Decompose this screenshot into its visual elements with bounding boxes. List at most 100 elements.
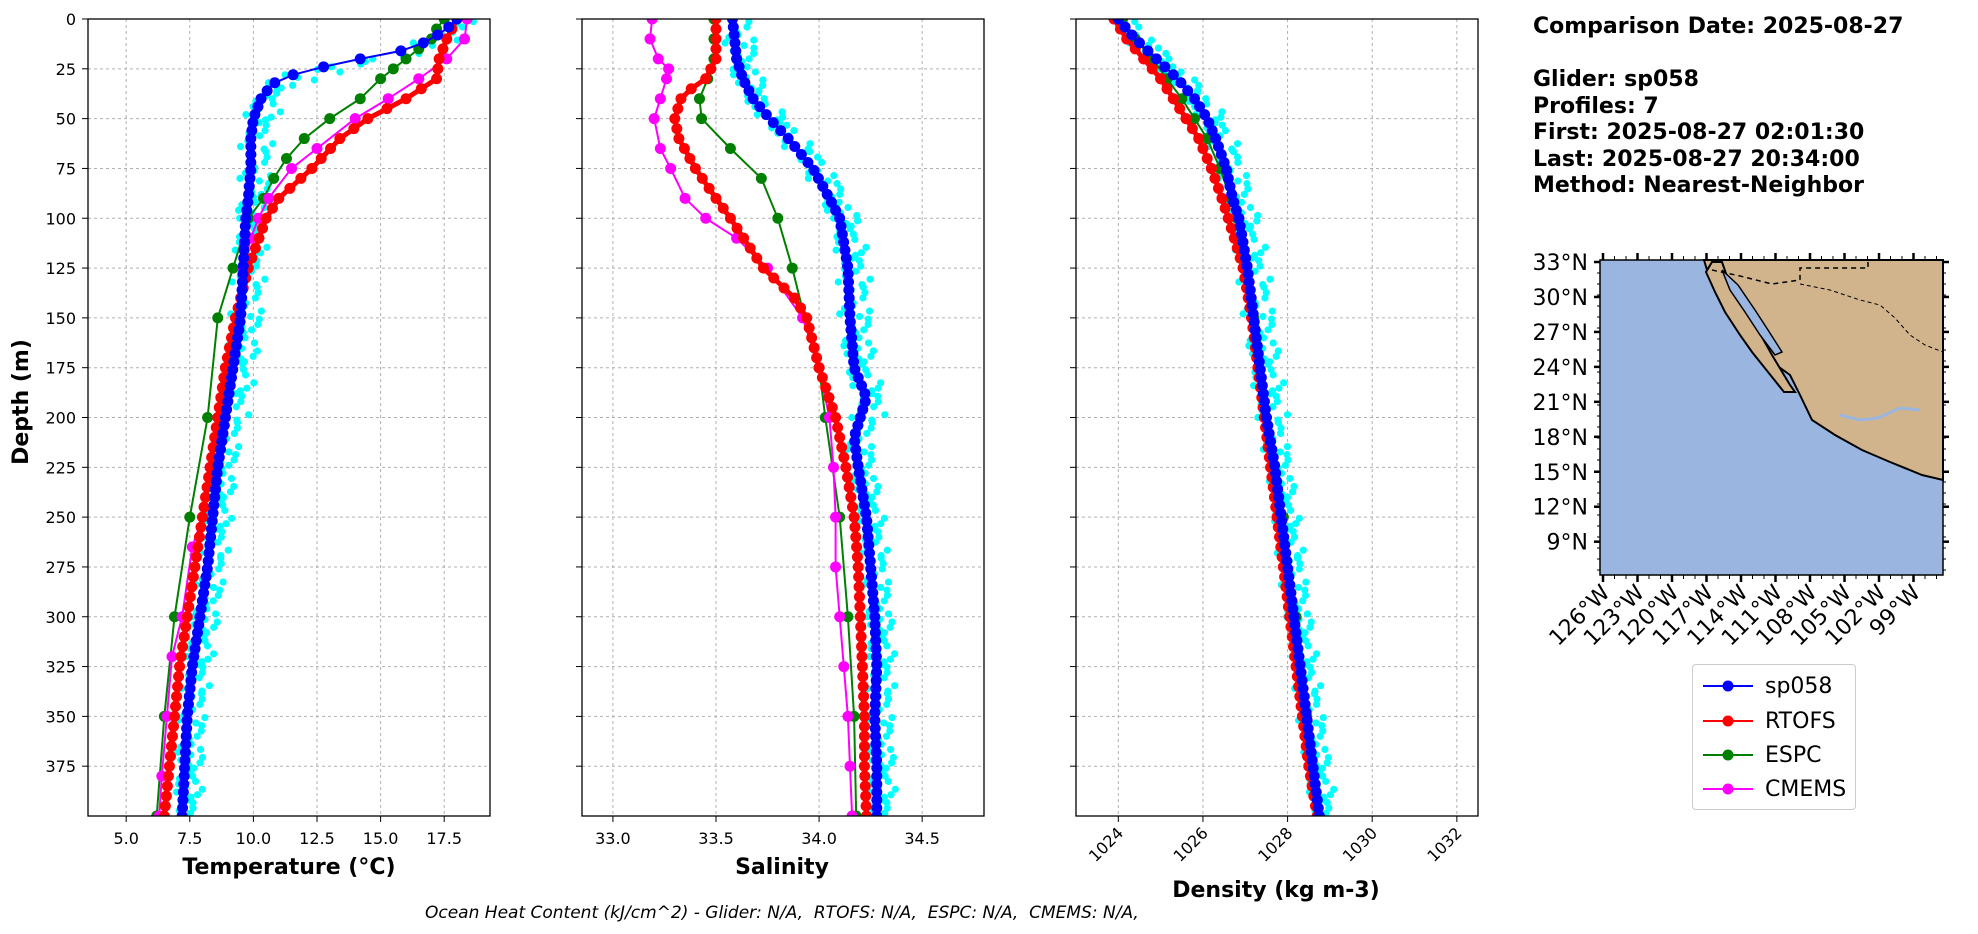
x-tick-label: 7.5 [177, 829, 202, 848]
glider-raw-point [830, 172, 838, 180]
series-point-sp058 [1246, 300, 1258, 312]
series-point-sp058 [184, 682, 196, 694]
glider-raw-point [753, 111, 761, 119]
glider-raw-point [203, 642, 212, 650]
x-tick-label: 5.0 [113, 829, 138, 848]
glider-raw-point [879, 559, 887, 568]
series-point-rtofs [858, 750, 870, 762]
series-point-sp058 [869, 714, 881, 726]
series-point-rtofs [184, 591, 196, 603]
series-point-sp058 [846, 332, 858, 344]
glider-raw-point [209, 597, 217, 605]
series-point-rtofs [858, 710, 870, 722]
glider-raw-point [866, 275, 874, 283]
series-point-rtofs [703, 182, 715, 194]
y-tick-label: 25 [56, 60, 76, 79]
series-point-rtofs [689, 162, 701, 174]
glider-raw-point [1283, 411, 1292, 419]
series-point-sp058 [867, 595, 879, 607]
series-point-rtofs [201, 481, 213, 493]
glider-raw-point [204, 655, 212, 663]
series-point-rtofs [801, 312, 813, 324]
series-point-sp058 [869, 611, 881, 623]
map-lat-label: 18°N [1533, 426, 1588, 451]
series-point-sp058 [208, 499, 220, 511]
series-point-rtofs [830, 412, 842, 423]
glider-raw-point [876, 379, 885, 387]
glider-raw-point [1276, 429, 1285, 438]
glider-raw-point [874, 528, 882, 536]
series-point-sp058 [1295, 667, 1307, 679]
series-point-sp058 [1285, 587, 1297, 599]
series-point-rtofs [854, 601, 866, 613]
series-point-rtofs [174, 661, 186, 673]
series-point-espc [387, 63, 399, 75]
glider-raw-point [1229, 148, 1238, 156]
glider-raw-point [883, 799, 891, 807]
x-axis-label-salinity: Salinity [735, 855, 829, 880]
glider-raw-point [750, 49, 758, 58]
glider-raw-point [868, 456, 876, 464]
glider-raw-point [1303, 610, 1312, 618]
glider-raw-point [272, 89, 281, 97]
glider-raw-point [230, 456, 238, 464]
glider-raw-point [1295, 565, 1303, 573]
glider-raw-point [883, 586, 891, 594]
glider-raw-point [1268, 320, 1276, 329]
series-point-sp058 [842, 268, 854, 280]
glider-raw-point [880, 597, 888, 605]
legend-item-cmems: CMEMS [1703, 774, 1846, 804]
series-point-sp058 [244, 172, 256, 184]
glider-raw-point [261, 275, 269, 283]
glider-raw-point [729, 71, 738, 79]
glider-raw-point [864, 315, 872, 323]
series-point-sp058 [1159, 61, 1171, 73]
series-point-sp058 [181, 714, 193, 726]
series-point-rtofs [860, 790, 872, 802]
glider-raw-point [844, 203, 852, 212]
panel-1: 33.0 33.5 34.0 34.5 [576, 18, 985, 848]
profile-count: Profiles: 7 [1533, 93, 1659, 119]
series-point-sp058 [245, 133, 257, 145]
series-point-rtofs [849, 521, 861, 533]
glider-raw-point [262, 148, 270, 156]
map-lat-label: 21°N [1533, 391, 1588, 416]
glider-raw-point [1269, 371, 1277, 379]
glider-raw-point [1268, 315, 1276, 323]
series-point-rtofs [1222, 212, 1234, 224]
y-tick-label: 325 [45, 658, 76, 677]
glider-raw-point [233, 424, 242, 432]
series-point-rtofs [1209, 172, 1221, 184]
series-point-rtofs [808, 342, 820, 354]
glider-raw-point [1234, 158, 1242, 167]
series-point-rtofs [705, 63, 717, 75]
glider-raw-point [818, 158, 826, 167]
y-tick-label: 75 [56, 159, 76, 178]
series-point-rtofs [212, 412, 224, 423]
series-point-rtofs [836, 441, 848, 453]
series-point-sp058 [1301, 714, 1313, 726]
glider-raw-point [228, 514, 236, 522]
series-point-espc [842, 611, 854, 623]
x-tick-label: 34.0 [801, 829, 837, 848]
glider-raw-point [289, 81, 297, 89]
glider-raw-point [888, 759, 896, 767]
series-point-cmems [842, 710, 854, 722]
axes-frame [581, 18, 985, 817]
series-point-sp058 [1274, 499, 1286, 511]
series-point-sp058 [1251, 340, 1263, 352]
glider-raw-point [1312, 700, 1321, 709]
series-point-cmems [652, 53, 664, 65]
series-point-rtofs [724, 212, 736, 224]
series-point-sp058 [180, 730, 192, 742]
glider-raw-point [1195, 81, 1203, 89]
series-point-sp058 [1255, 372, 1267, 384]
series-point-sp058 [1188, 93, 1200, 105]
axes-frame [87, 18, 491, 817]
series-point-rtofs [678, 143, 690, 155]
series-point-sp058 [849, 427, 861, 439]
series-point-sp058 [1305, 746, 1317, 758]
glider-raw-point [198, 753, 207, 762]
series-point-rtofs [1225, 222, 1237, 234]
series-point-rtofs [206, 451, 218, 463]
